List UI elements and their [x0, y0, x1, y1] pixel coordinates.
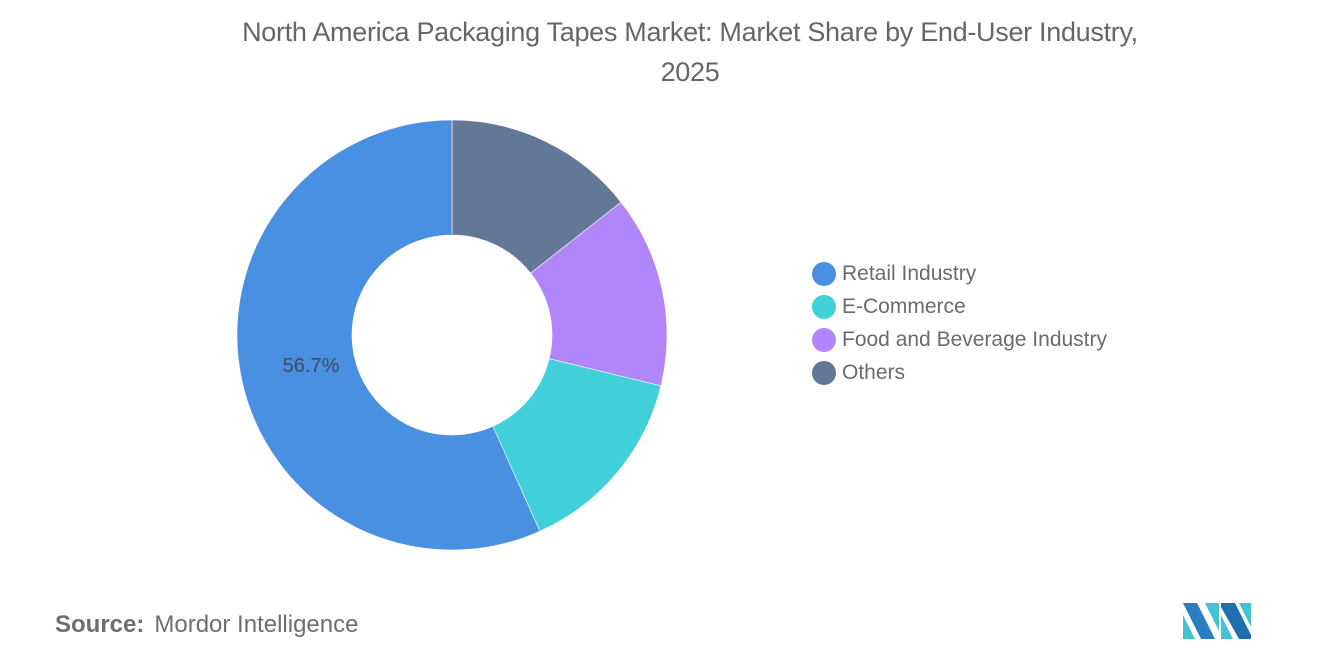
legend-label: Others — [842, 360, 906, 384]
source-value: Mordor Intelligence — [154, 611, 359, 638]
chart-title-line-2: 2025 — [660, 57, 720, 87]
chart-title-line-1: North America Packaging Tapes Market: Ma… — [242, 17, 1138, 47]
legend-item-others[interactable]: Others — [812, 356, 1107, 389]
legend-item-e-commerce[interactable]: E-Commerce — [812, 290, 1107, 323]
legend: Retail Industry E-Commerce Food and Beve… — [812, 257, 1107, 389]
mordor-intelligence-logo-icon — [1183, 603, 1251, 639]
donut-slice-others[interactable] — [451, 119, 622, 274]
donut-slice-e-commerce[interactable] — [492, 358, 662, 532]
legend-swatch-icon — [812, 294, 836, 319]
legend-swatch-icon — [812, 261, 836, 286]
source-key: Source: — [55, 611, 145, 638]
legend-label: E-Commerce — [842, 294, 966, 318]
legend-swatch-icon — [812, 327, 836, 352]
chart-title: North America Packaging Tapes Market: Ma… — [0, 12, 1320, 92]
legend-label: Food and Beverage Industry — [842, 327, 1108, 351]
legend-swatch-icon — [812, 360, 836, 385]
legend-item-food-and-beverage[interactable]: Food and Beverage Industry — [812, 323, 1107, 356]
slice-data-label: 56.7% — [283, 355, 340, 377]
legend-label: Retail Industry — [842, 261, 977, 285]
source-note: Source: Mordor Intelligence — [55, 611, 358, 639]
donut-slice-food-and-beverage-industry[interactable] — [530, 201, 668, 387]
donut-slice-retail-industry[interactable] — [236, 119, 541, 551]
legend-item-retail-industry[interactable]: Retail Industry — [812, 257, 1107, 290]
